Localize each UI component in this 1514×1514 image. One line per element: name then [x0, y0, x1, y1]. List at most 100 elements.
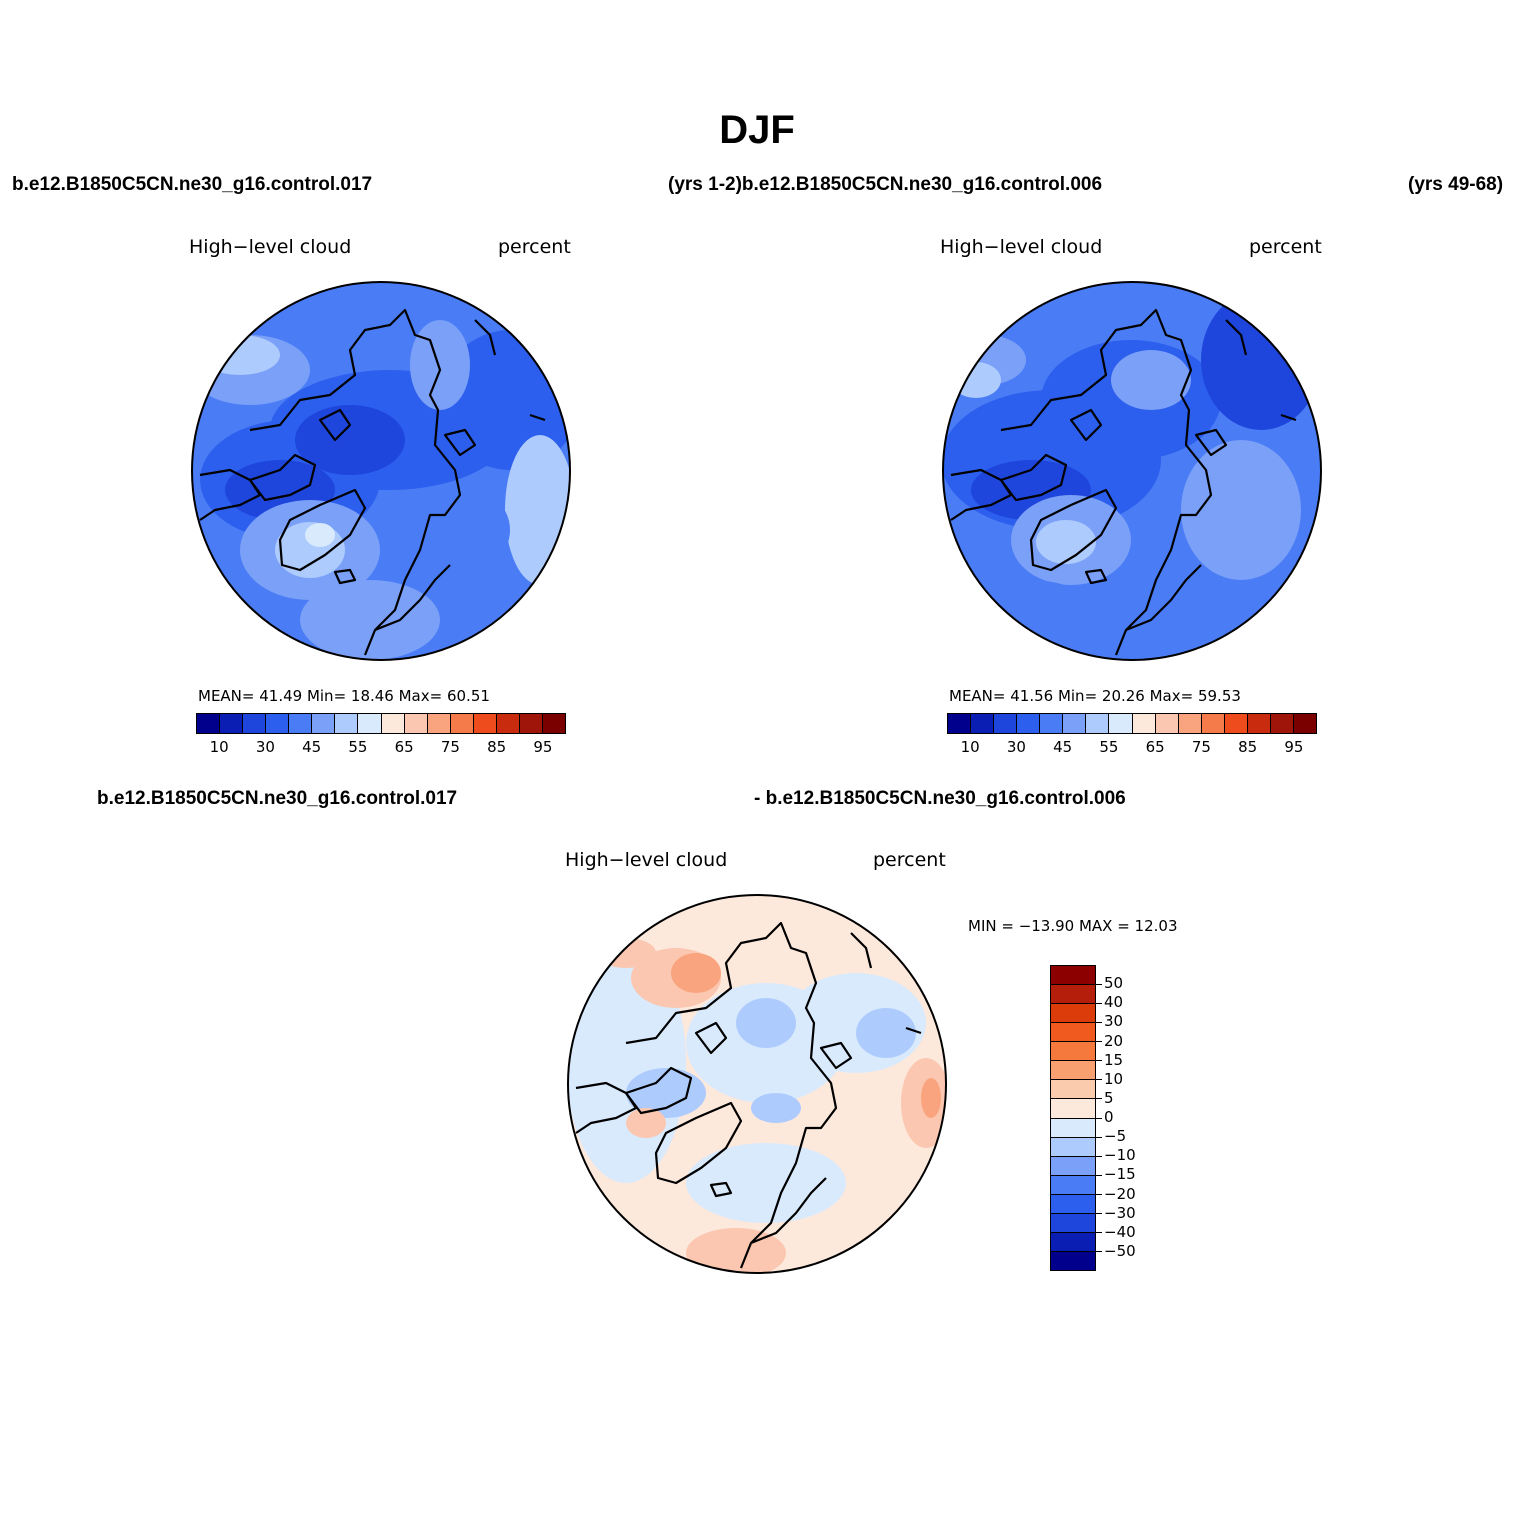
- panel2-stats: MEAN= 41.56 Min= 20.26 Max= 59.53: [949, 687, 1241, 705]
- colorbar-tick-label: 45: [1053, 738, 1073, 756]
- colorbar-tick-label: 30: [255, 738, 275, 756]
- colorbar-tick-mark: [1096, 1098, 1102, 1100]
- colorbar-tick-mark: [1096, 1194, 1102, 1195]
- colorbar-swatch: [1132, 714, 1156, 733]
- colorbar-tick-mark: [1096, 983, 1102, 985]
- header-case-middle: (yrs 1-2)b.e12.B1850C5CN.ne30_g16.contro…: [668, 174, 1103, 195]
- colorbar-swatch: [1051, 1042, 1095, 1062]
- colorbar-swatch: [1178, 714, 1202, 733]
- colorbar-tick-label: 5: [1104, 1088, 1114, 1107]
- colorbar-tick-label: 65: [394, 738, 414, 756]
- colorbar-swatch: [220, 714, 244, 733]
- colorbar-swatch: [1051, 1156, 1095, 1176]
- colorbar-tick-label: 45: [302, 738, 322, 756]
- colorbar-tick-mark: [1096, 1117, 1102, 1119]
- colorbar-swatch: [1051, 1137, 1095, 1157]
- colorbar-tick-label: 55: [1099, 738, 1119, 756]
- colorbar-swatch: [1051, 1232, 1095, 1252]
- colorbar-swatch: [266, 714, 290, 733]
- panel1-stats: MEAN= 41.49 Min= 18.46 Max= 60.51: [198, 687, 490, 705]
- colorbar-swatch: [1040, 714, 1064, 733]
- colorbar-tick-label: −10: [1104, 1146, 1136, 1165]
- colorbar-tick-label: 10: [960, 738, 980, 756]
- colorbar-swatch: [1051, 1213, 1095, 1233]
- colorbar-tick-label: −15: [1104, 1165, 1136, 1184]
- colorbar-swatch: [1086, 714, 1110, 733]
- colorbar-tick-mark: [1096, 1213, 1102, 1215]
- colorbar-tick-label: 85: [1238, 738, 1258, 756]
- colorbar-tick-mark: [1096, 1251, 1102, 1253]
- colorbar-tick-label: 30: [1006, 738, 1026, 756]
- panel2-colorbar: [947, 713, 1317, 734]
- panel3-stats: MIN = −13.90 MAX = 12.03: [968, 917, 1178, 935]
- colorbar-swatch: [289, 714, 313, 733]
- panel2-polar-map: [942, 281, 1322, 661]
- panel2-variable-label: High−level cloud: [940, 236, 1103, 258]
- colorbar-swatch: [1051, 1118, 1095, 1138]
- colorbar-swatch: [1051, 966, 1095, 986]
- colorbar-swatch: [1247, 714, 1271, 733]
- colorbar-tick-label: 30: [1104, 1012, 1124, 1031]
- colorbar-tick-label: 85: [487, 738, 507, 756]
- header-case-left: b.e12.B1850C5CN.ne30_g16.control.017: [12, 174, 373, 195]
- colorbar-swatch: [381, 714, 405, 733]
- colorbar-tick-label: 40: [1104, 993, 1124, 1012]
- panel3-units-label: percent: [873, 849, 946, 871]
- colorbar-swatch: [335, 714, 359, 733]
- colorbar-tick-mark: [1096, 1232, 1102, 1234]
- colorbar-swatch: [1155, 714, 1179, 733]
- colorbar-tick-label: 0: [1104, 1108, 1114, 1126]
- colorbar-swatch: [1109, 714, 1133, 733]
- colorbar-tick-label: −5: [1104, 1127, 1127, 1146]
- colorbar-swatch: [994, 714, 1018, 733]
- colorbar-tick-label: −30: [1104, 1203, 1136, 1222]
- panel1-colorbar: [196, 713, 566, 734]
- colorbar-tick-mark: [1096, 1136, 1102, 1138]
- colorbar-swatch: [197, 714, 221, 733]
- colorbar-tick-mark: [1096, 1079, 1102, 1081]
- colorbar-tick-mark: [1096, 1174, 1102, 1176]
- colorbar-tick-label: 15: [1104, 1050, 1124, 1069]
- colorbar-swatch: [1051, 1175, 1095, 1195]
- colorbar-tick-mark: [1096, 1155, 1102, 1157]
- colorbar-swatch: [450, 714, 474, 733]
- colorbar-swatch: [1201, 714, 1225, 733]
- colorbar-swatch: [1224, 714, 1248, 733]
- colorbar-tick-label: 75: [440, 738, 460, 756]
- colorbar-swatch: [312, 714, 336, 733]
- colorbar-swatch: [542, 714, 565, 733]
- colorbar-swatch: [1051, 1004, 1095, 1024]
- panel3-difference-map: [567, 894, 947, 1274]
- colorbar-tick-label: 75: [1191, 738, 1211, 756]
- colorbar-tick-label: −40: [1104, 1222, 1136, 1241]
- panel2-units-label: percent: [1249, 236, 1322, 258]
- panel3-colorbar: [1050, 965, 1096, 1271]
- colorbar-swatch: [404, 714, 428, 733]
- colorbar-tick-label: 65: [1145, 738, 1165, 756]
- panel1-polar-map: [191, 281, 571, 661]
- colorbar-swatch: [1051, 985, 1095, 1005]
- colorbar-tick-label: −50: [1104, 1241, 1136, 1260]
- colorbar-tick-label: −20: [1104, 1184, 1136, 1203]
- colorbar-swatch: [496, 714, 520, 733]
- panel1-units-label: percent: [498, 236, 571, 258]
- colorbar-tick-label: 20: [1104, 1031, 1124, 1050]
- figure-title: DJF: [719, 108, 795, 152]
- colorbar-swatch: [358, 714, 382, 733]
- diff-label-right: - b.e12.B1850C5CN.ne30_g16.control.006: [754, 788, 1126, 809]
- colorbar-tick-mark: [1096, 1021, 1102, 1023]
- colorbar-swatch: [1051, 1251, 1095, 1270]
- colorbar-tick-mark: [1096, 1041, 1102, 1042]
- colorbar-tick-label: 55: [348, 738, 368, 756]
- colorbar-swatch: [1017, 714, 1041, 733]
- colorbar-tick-mark: [1096, 1002, 1102, 1004]
- colorbar-swatch: [1051, 1080, 1095, 1100]
- colorbar-swatch: [519, 714, 543, 733]
- colorbar-swatch: [1051, 1061, 1095, 1081]
- colorbar-swatch: [1051, 1194, 1095, 1214]
- colorbar-swatch: [1051, 1023, 1095, 1043]
- colorbar-tick-label: 95: [1284, 738, 1304, 756]
- colorbar-swatch: [948, 714, 972, 733]
- colorbar-swatch: [1063, 714, 1087, 733]
- colorbar-swatch: [971, 714, 995, 733]
